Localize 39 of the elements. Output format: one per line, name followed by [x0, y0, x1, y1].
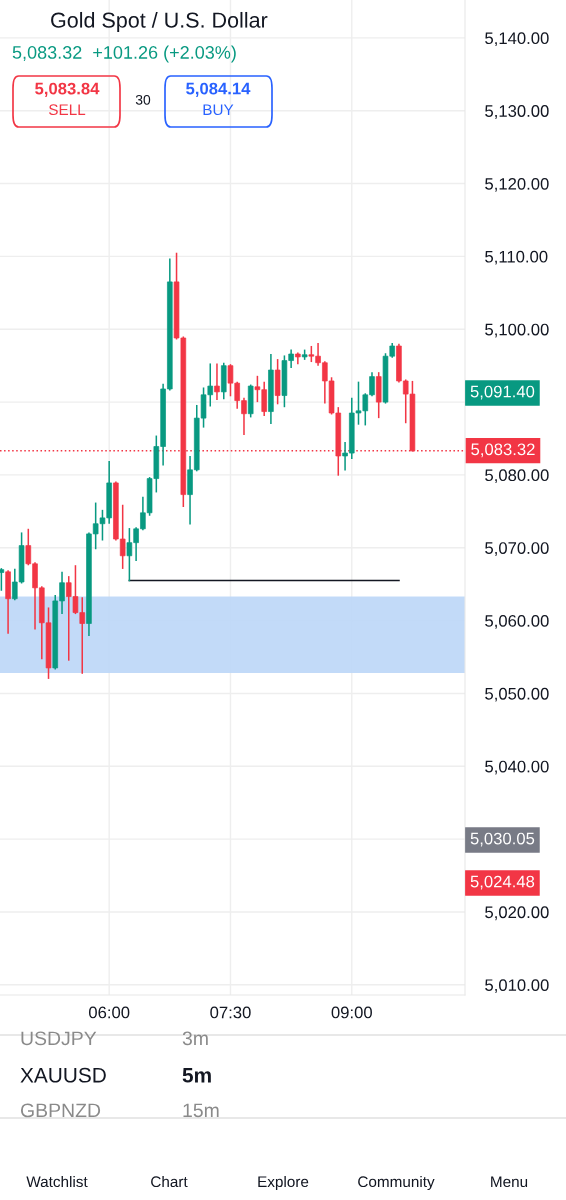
- y-tick-label: 5,010.00: [485, 979, 549, 993]
- y-tick-label: 5,080.00: [485, 469, 549, 484]
- candlestick: [0, 568, 5, 591]
- text: Chart: [151, 1175, 188, 1188]
- y-tick-label: 5,070.00: [485, 542, 549, 556]
- text: 15m: [183, 1103, 219, 1118]
- ref-line-label: 5,083.32: [471, 443, 535, 458]
- text: 5,024.48: [470, 875, 535, 890]
- y-tick-label: 5,040.00: [485, 760, 549, 775]
- text: USDJPY: [21, 1031, 97, 1046]
- text: 5,091.40: [470, 385, 535, 400]
- text: Community: [358, 1175, 435, 1191]
- annotation: 30: [135, 94, 151, 105]
- y-tick-label: 5,110.00: [485, 250, 548, 265]
- text: GBPNZD: [20, 1103, 101, 1118]
- text: Menu: [491, 1176, 528, 1188]
- x-tick-label: 07:30: [210, 1006, 251, 1019]
- annotation: SELL: [49, 104, 86, 116]
- y-tick-label: 5,140.00: [485, 32, 549, 47]
- annotation: BUY: [203, 104, 234, 116]
- y-tick-label: 5,130.00: [485, 105, 549, 119]
- annotation: 5,084.14: [186, 82, 251, 97]
- text: 5,030.05: [470, 832, 535, 847]
- text: Watchlist: [26, 1175, 88, 1188]
- x-tick-label: 09:00: [331, 1006, 372, 1019]
- text: Gold Spot / U.S. Dollar: [51, 11, 268, 33]
- y-tick-label: 5,100.00: [485, 323, 549, 338]
- candlestick: [214, 363, 220, 400]
- x-tick-label: 06:00: [88, 1006, 130, 1019]
- text: 5m: [182, 1068, 211, 1083]
- y-tick-label: 5,050.00: [485, 687, 549, 702]
- y-tick-label: 5,120.00: [485, 177, 549, 192]
- text: 5,083.32 +101.26 (+2.03%): [12, 45, 236, 63]
- y-tick-label: 5,020.00: [485, 906, 549, 921]
- text: 3m: [182, 1031, 208, 1046]
- y-tick-label: 5,060.00: [485, 615, 549, 629]
- text: XAUUSD: [20, 1067, 106, 1083]
- text: Explore: [258, 1175, 309, 1191]
- annotation: 5,083.84: [35, 82, 100, 97]
